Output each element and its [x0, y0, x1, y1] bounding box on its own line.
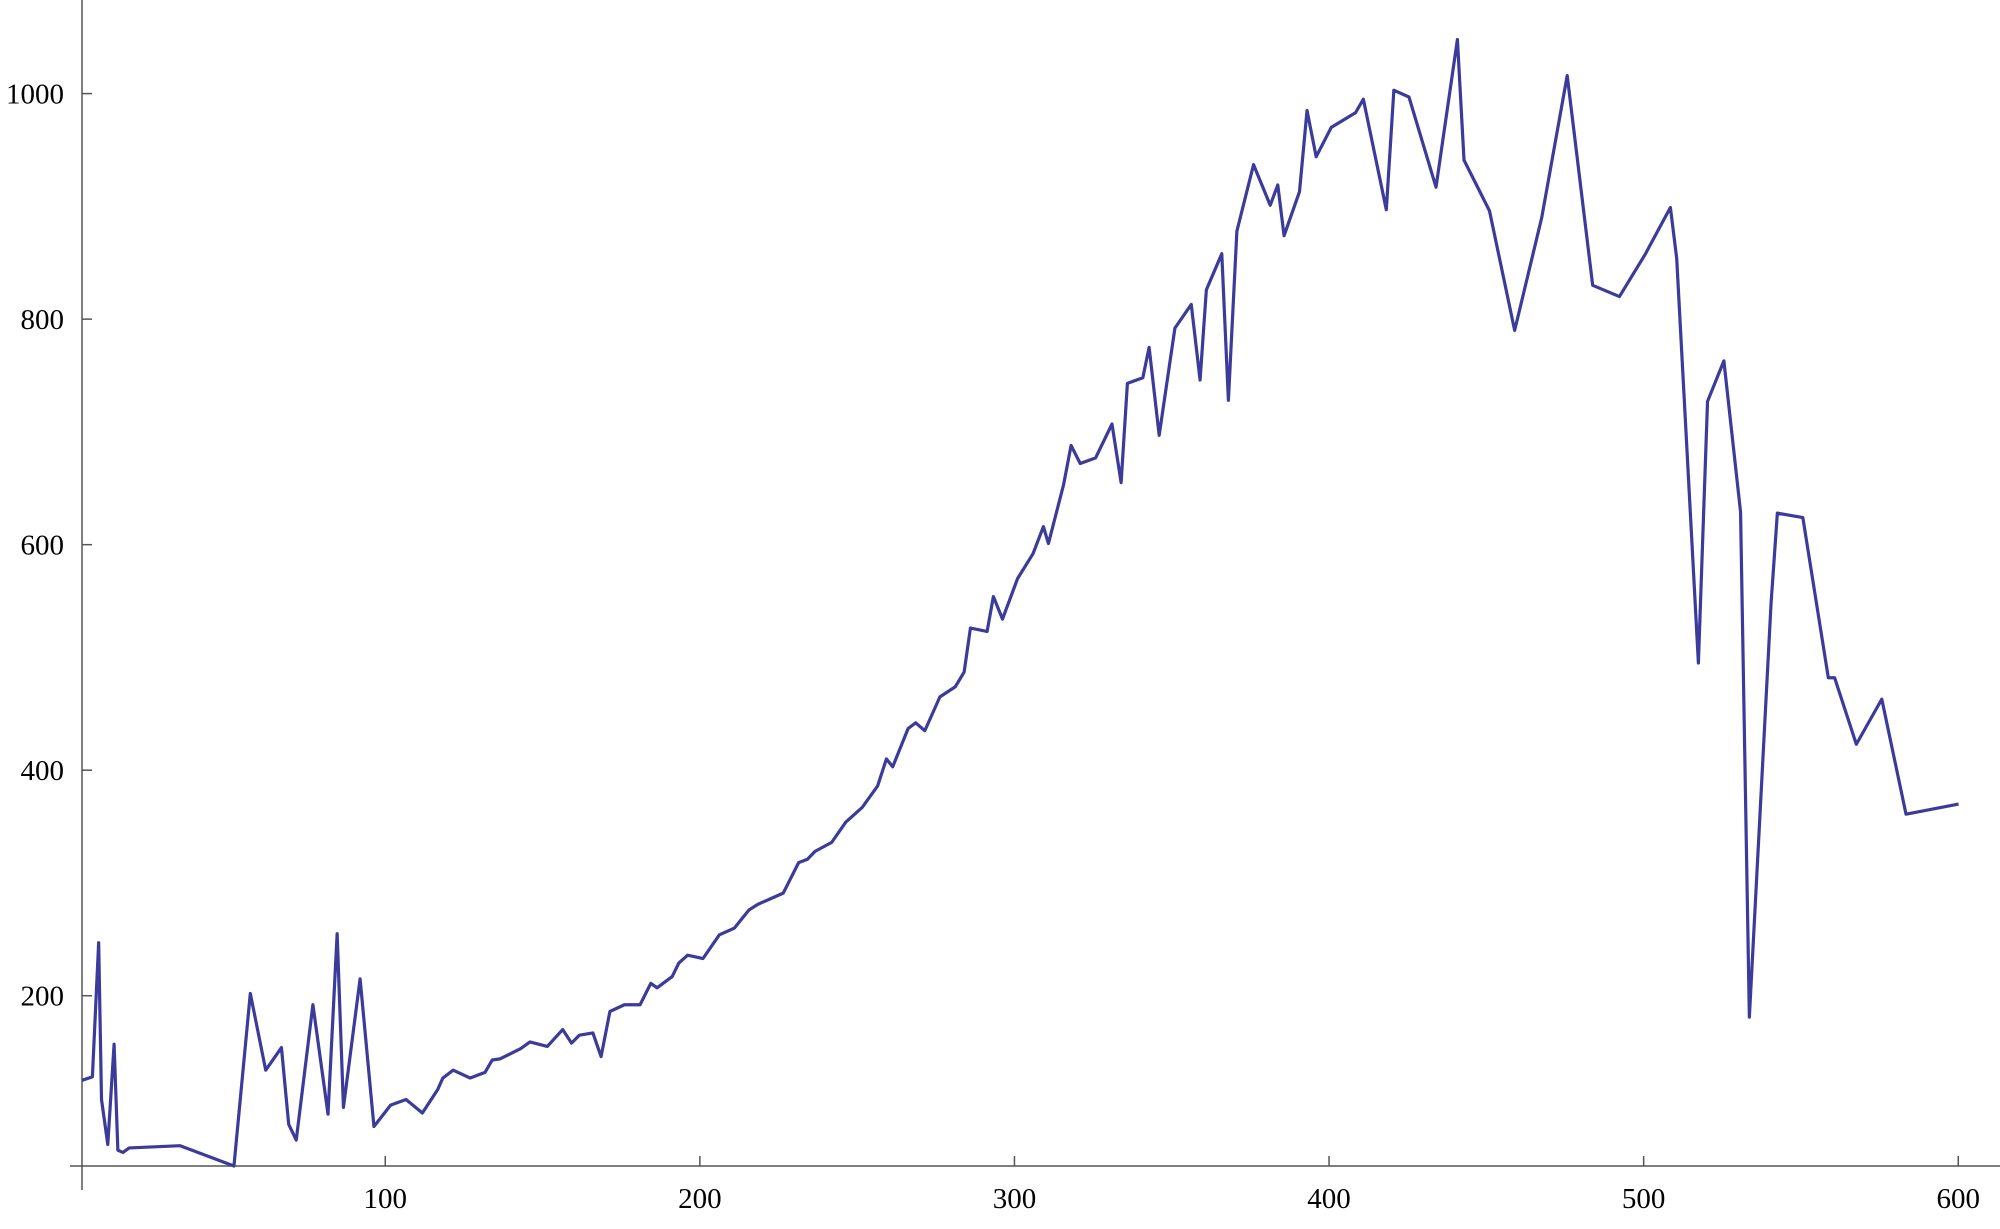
x-tick-label: 600	[1936, 1183, 1980, 1215]
data-line	[81, 37, 1959, 1168]
y-tick-label: 600	[21, 530, 65, 562]
x-tick-label: 100	[364, 1183, 408, 1215]
axes	[70, 0, 2000, 1190]
x-tick-label: 500	[1622, 1183, 1666, 1215]
y-tick-label: 1000	[6, 79, 64, 111]
x-tick-label: 200	[678, 1183, 722, 1215]
x-tick-label: 300	[993, 1183, 1037, 1215]
y-tick-label: 800	[21, 304, 65, 336]
y-tick-label: 400	[21, 755, 65, 787]
x-tick-label: 400	[1307, 1183, 1351, 1215]
y-tick-label: 200	[21, 981, 65, 1013]
